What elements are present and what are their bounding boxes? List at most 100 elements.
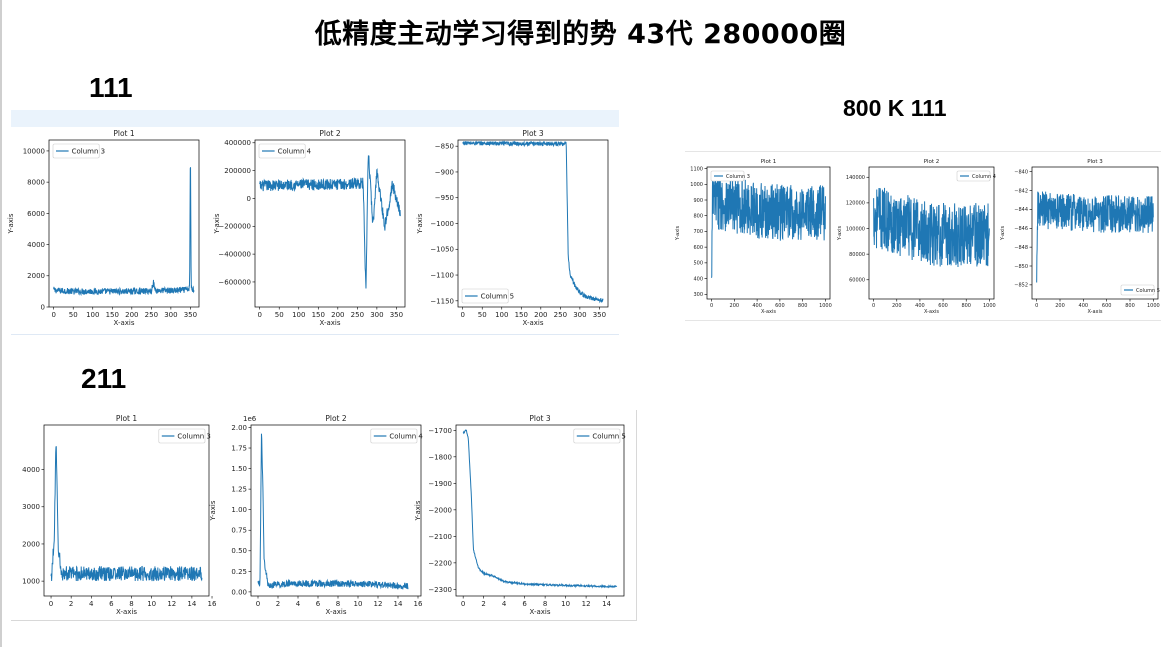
x-tick-label: 200 xyxy=(331,311,344,319)
series-line-column-5 xyxy=(463,430,617,587)
x-tick-label: 0 xyxy=(257,311,261,319)
plot-frame xyxy=(251,425,421,596)
x-axis-label: X-axis xyxy=(523,319,544,327)
series-line-column-4 xyxy=(260,156,401,289)
chart-title: Plot 1 xyxy=(113,129,135,138)
x-tick-label: 200 xyxy=(730,303,740,309)
series-line-column-5 xyxy=(463,141,604,302)
x-tick-label: 0 xyxy=(51,311,55,319)
series-line-column-4 xyxy=(874,188,990,267)
x-tick-label: 6 xyxy=(316,600,321,608)
y-tick-label: 0.50 xyxy=(231,547,247,555)
figure-panel-211: Plot 1 0 2 4 6 8 10 12 14 16 1000 2000 3000 4000 X-axi… xyxy=(11,410,637,621)
y-tick-label: 0.00 xyxy=(231,588,247,596)
plot-frame xyxy=(456,425,624,596)
y-tick-label: 1.75 xyxy=(231,444,247,452)
chart-3-1: Plot 10 2 4 6 8 10 12 14 161000200030004000X-axi… xyxy=(22,414,217,616)
chart-1-2: Plot 2 0 50 100 150 200 250 300 350 −600000 −40000… xyxy=(213,129,405,327)
chart-title: Plot 2 xyxy=(319,129,341,138)
legend-label: Column 4 xyxy=(972,174,996,180)
y-tick-label: 400 xyxy=(693,276,703,282)
series-line-column-3 xyxy=(712,174,826,277)
section-label-211: 211 xyxy=(81,363,126,395)
y-axis-label: Y-axis xyxy=(837,225,843,241)
y-tick-label: −2200 xyxy=(428,559,452,567)
x-tick-label: 10 xyxy=(354,600,363,608)
y-tick-label: 1.00 xyxy=(231,506,247,514)
y-tick-label: 0.25 xyxy=(231,568,247,576)
y-tick-label: 700 xyxy=(693,229,703,235)
plot-frame xyxy=(255,140,405,307)
x-tick-label: 300 xyxy=(164,311,177,319)
legend: Column 4 xyxy=(371,429,424,443)
x-tick-label: 800 xyxy=(961,303,971,309)
x-tick-label: 12 xyxy=(167,600,176,608)
legend-label: Column 5 xyxy=(1136,288,1160,294)
chart-title: Plot 1 xyxy=(116,414,138,423)
x-tick-label: 350 xyxy=(593,311,606,319)
legend: Column 5 xyxy=(574,429,626,443)
y-tick-label: 60000 xyxy=(849,278,865,284)
y-tick-label: 0.75 xyxy=(231,527,247,535)
legend-label: Column 5 xyxy=(592,432,626,440)
x-tick-label: 50 xyxy=(478,311,487,319)
x-tick-label: 16 xyxy=(208,600,217,608)
chart-1-1: Plot 1 0 50 100 150 200 250 300 350 0 2000 4000 6000… xyxy=(7,129,199,327)
x-tick-label: 1000 xyxy=(983,303,996,309)
x-tick-label: 50 xyxy=(69,311,78,319)
y-tick-label: 4000 xyxy=(22,466,40,474)
plot-frame xyxy=(458,140,608,307)
y-tick-label: −400000 xyxy=(218,251,251,259)
section-label-800k-111: 800 K 111 xyxy=(843,95,947,122)
plot-frame xyxy=(49,140,199,307)
y-tick-label: 120000 xyxy=(846,201,865,207)
legend-label: Column 5 xyxy=(481,292,514,300)
legend: Column 5 xyxy=(1121,285,1160,295)
series-line-column-3 xyxy=(51,446,202,581)
x-tick-label: 0 xyxy=(872,303,875,309)
y-tick-label: −1700 xyxy=(428,427,452,435)
y-tick-label: 140000 xyxy=(846,175,865,181)
figure-panel-111: Plot 1 0 50 100 150 200 250 300 350 0 2000 4000 6000… xyxy=(11,110,619,335)
y-tick-label: −850 xyxy=(1014,264,1028,270)
x-tick-label: 2 xyxy=(69,600,73,608)
x-tick-label: 0 xyxy=(710,303,713,309)
y-tick-label: 2000 xyxy=(22,540,40,548)
y-tick-label: −1900 xyxy=(428,480,452,488)
legend-label: Column 3 xyxy=(177,432,211,440)
y-offset-label: 1e6 xyxy=(243,415,257,423)
x-tick-label: 100 xyxy=(86,311,99,319)
y-tick-label: 1000 xyxy=(690,182,703,188)
chart-3-2: Plot 2 0 2 4 6 8 10 12 14 16 0.00 0.25 0.50 0.75 1.00 1… xyxy=(209,414,423,616)
y-tick-label: 0 xyxy=(41,303,45,311)
x-tick-label: 350 xyxy=(390,311,403,319)
x-tick-label: 2 xyxy=(276,600,280,608)
y-axis-label: Y-axis xyxy=(1000,225,1006,241)
y-tick-label: −1050 xyxy=(430,246,454,254)
y-tick-label: 500 xyxy=(693,261,703,267)
y-tick-label: −2300 xyxy=(428,586,452,594)
x-tick-label: 4 xyxy=(502,600,507,608)
x-tick-label: 14 xyxy=(187,600,196,608)
x-tick-label: 150 xyxy=(106,311,119,319)
plot-frame xyxy=(1032,167,1158,299)
legend: Column 3 xyxy=(711,171,750,181)
x-tick-label: 300 xyxy=(370,311,383,319)
series-line-column-5 xyxy=(1037,192,1154,283)
chart-title: Plot 3 xyxy=(522,129,544,138)
y-tick-label: 1000 xyxy=(22,578,40,586)
y-tick-label: −842 xyxy=(1014,188,1028,194)
x-tick-label: 600 xyxy=(938,303,948,309)
x-tick-label: 4 xyxy=(89,600,94,608)
x-tick-label: 0 xyxy=(1035,303,1038,309)
series-line-column-3 xyxy=(54,167,195,294)
x-tick-label: 0 xyxy=(256,600,260,608)
figure-111-svg: Plot 10 50 100 150 200 250 300 3500200040006000… xyxy=(11,110,619,334)
y-tick-label: −200000 xyxy=(218,223,251,231)
x-tick-label: 350 xyxy=(184,311,197,319)
y-axis-label: Y-axis xyxy=(675,225,681,241)
x-axis-label: X-axis xyxy=(761,309,776,315)
x-tick-label: 12 xyxy=(582,600,591,608)
x-tick-label: 50 xyxy=(275,311,284,319)
chart-3-3: Plot 3 0 2 4 6 8 10 12 14 −2300 −2200 −2100 −2000 −19… xyxy=(414,414,626,616)
